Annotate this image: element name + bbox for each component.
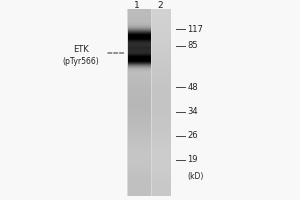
Text: 26: 26 [188, 132, 198, 140]
Text: 85: 85 [188, 42, 198, 50]
Text: 1: 1 [134, 0, 140, 9]
Text: 34: 34 [188, 108, 198, 116]
Text: 48: 48 [188, 83, 198, 92]
Text: (pTyr566): (pTyr566) [63, 56, 99, 66]
Text: ETK: ETK [73, 46, 89, 54]
Text: 117: 117 [188, 24, 203, 33]
Bar [127, 9, 171, 196]
Text: (kD): (kD) [188, 172, 204, 182]
Text: 2: 2 [158, 0, 163, 9]
Text: 19: 19 [188, 156, 198, 164]
